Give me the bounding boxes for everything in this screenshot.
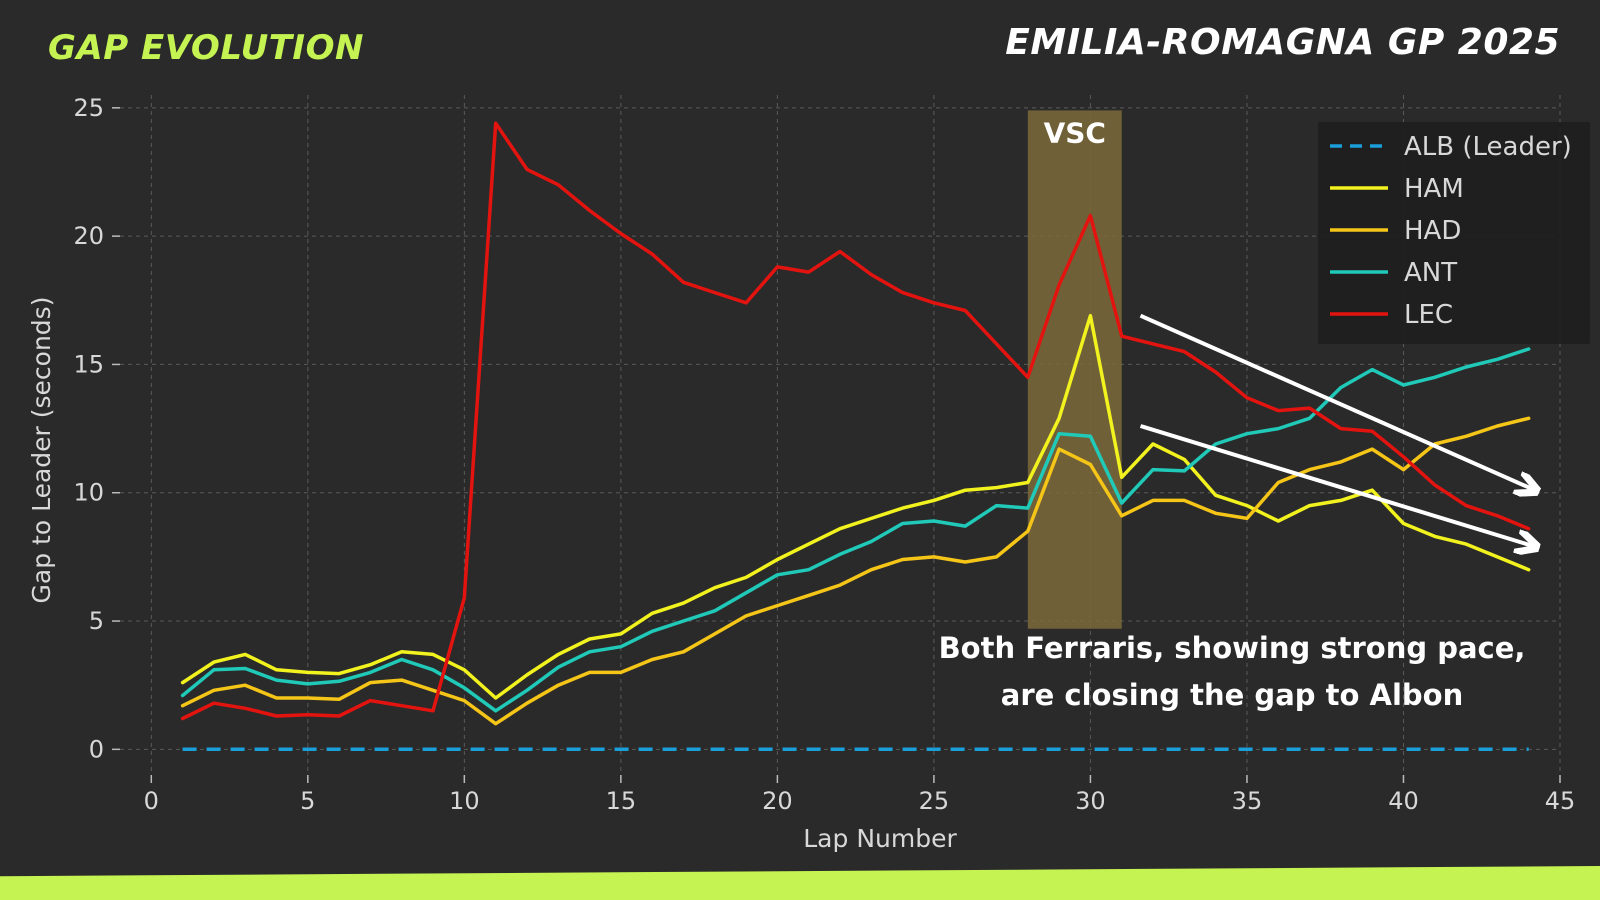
annotations: Both Ferraris, showing strong pace, are c…: [939, 313, 1535, 712]
legend-label: ALB (Leader): [1404, 132, 1572, 162]
y-tick-label: 20: [73, 222, 104, 250]
x-tick-label: 25: [919, 787, 950, 815]
x-tick-label: 15: [606, 787, 637, 815]
legend-label: ANT: [1404, 258, 1457, 288]
x-tick-label: 0: [144, 787, 159, 815]
series-line-ham: [180, 313, 1531, 700]
annotation-line-2: are closing the gap to Albon: [1001, 678, 1463, 712]
x-tick-label: 45: [1545, 787, 1576, 815]
brand-title: GAP EVOLUTION: [48, 28, 364, 68]
series-line-had: [180, 416, 1531, 726]
x-tick-label: 35: [1232, 787, 1263, 815]
race-title: EMILIA-ROMAGNA GP 2025: [1005, 22, 1560, 63]
x-axis-label: Lap Number: [803, 824, 957, 853]
y-tick-label: 0: [89, 735, 104, 763]
y-tick-label: 25: [73, 94, 104, 122]
x-tick-label: 30: [1075, 787, 1106, 815]
legend-label: LEC: [1404, 300, 1453, 330]
axes: 0 5 10 15 20 25 30 35 40 45 0 5 10 15 20 25 Lap Number Ga…: [27, 94, 1575, 853]
vsc-label: VSC: [1044, 116, 1106, 149]
legend-box: [1318, 122, 1590, 344]
series-line-lec: [180, 121, 1531, 721]
x-tick-label: 20: [762, 787, 793, 815]
x-tick-label: 5: [300, 787, 315, 815]
legend: ALB (Leader) HAM HAD ANT LEC: [1318, 122, 1590, 344]
trend-arrow: [1139, 424, 1535, 547]
legend-label: HAM: [1404, 174, 1464, 204]
series-lines: [180, 121, 1531, 752]
x-tick-label: 40: [1388, 787, 1419, 815]
y-tick-label: 5: [89, 607, 104, 635]
series-line-ant: [180, 347, 1531, 713]
y-tick-label: 15: [73, 350, 104, 378]
trend-arrow: [1139, 313, 1535, 490]
y-tick-label: 10: [73, 479, 104, 507]
y-axis-label: Gap to Leader (seconds): [27, 297, 56, 604]
annotation-line-1: Both Ferraris, showing strong pace,: [939, 631, 1526, 665]
x-tick-label: 10: [449, 787, 480, 815]
legend-label: HAD: [1404, 216, 1461, 246]
